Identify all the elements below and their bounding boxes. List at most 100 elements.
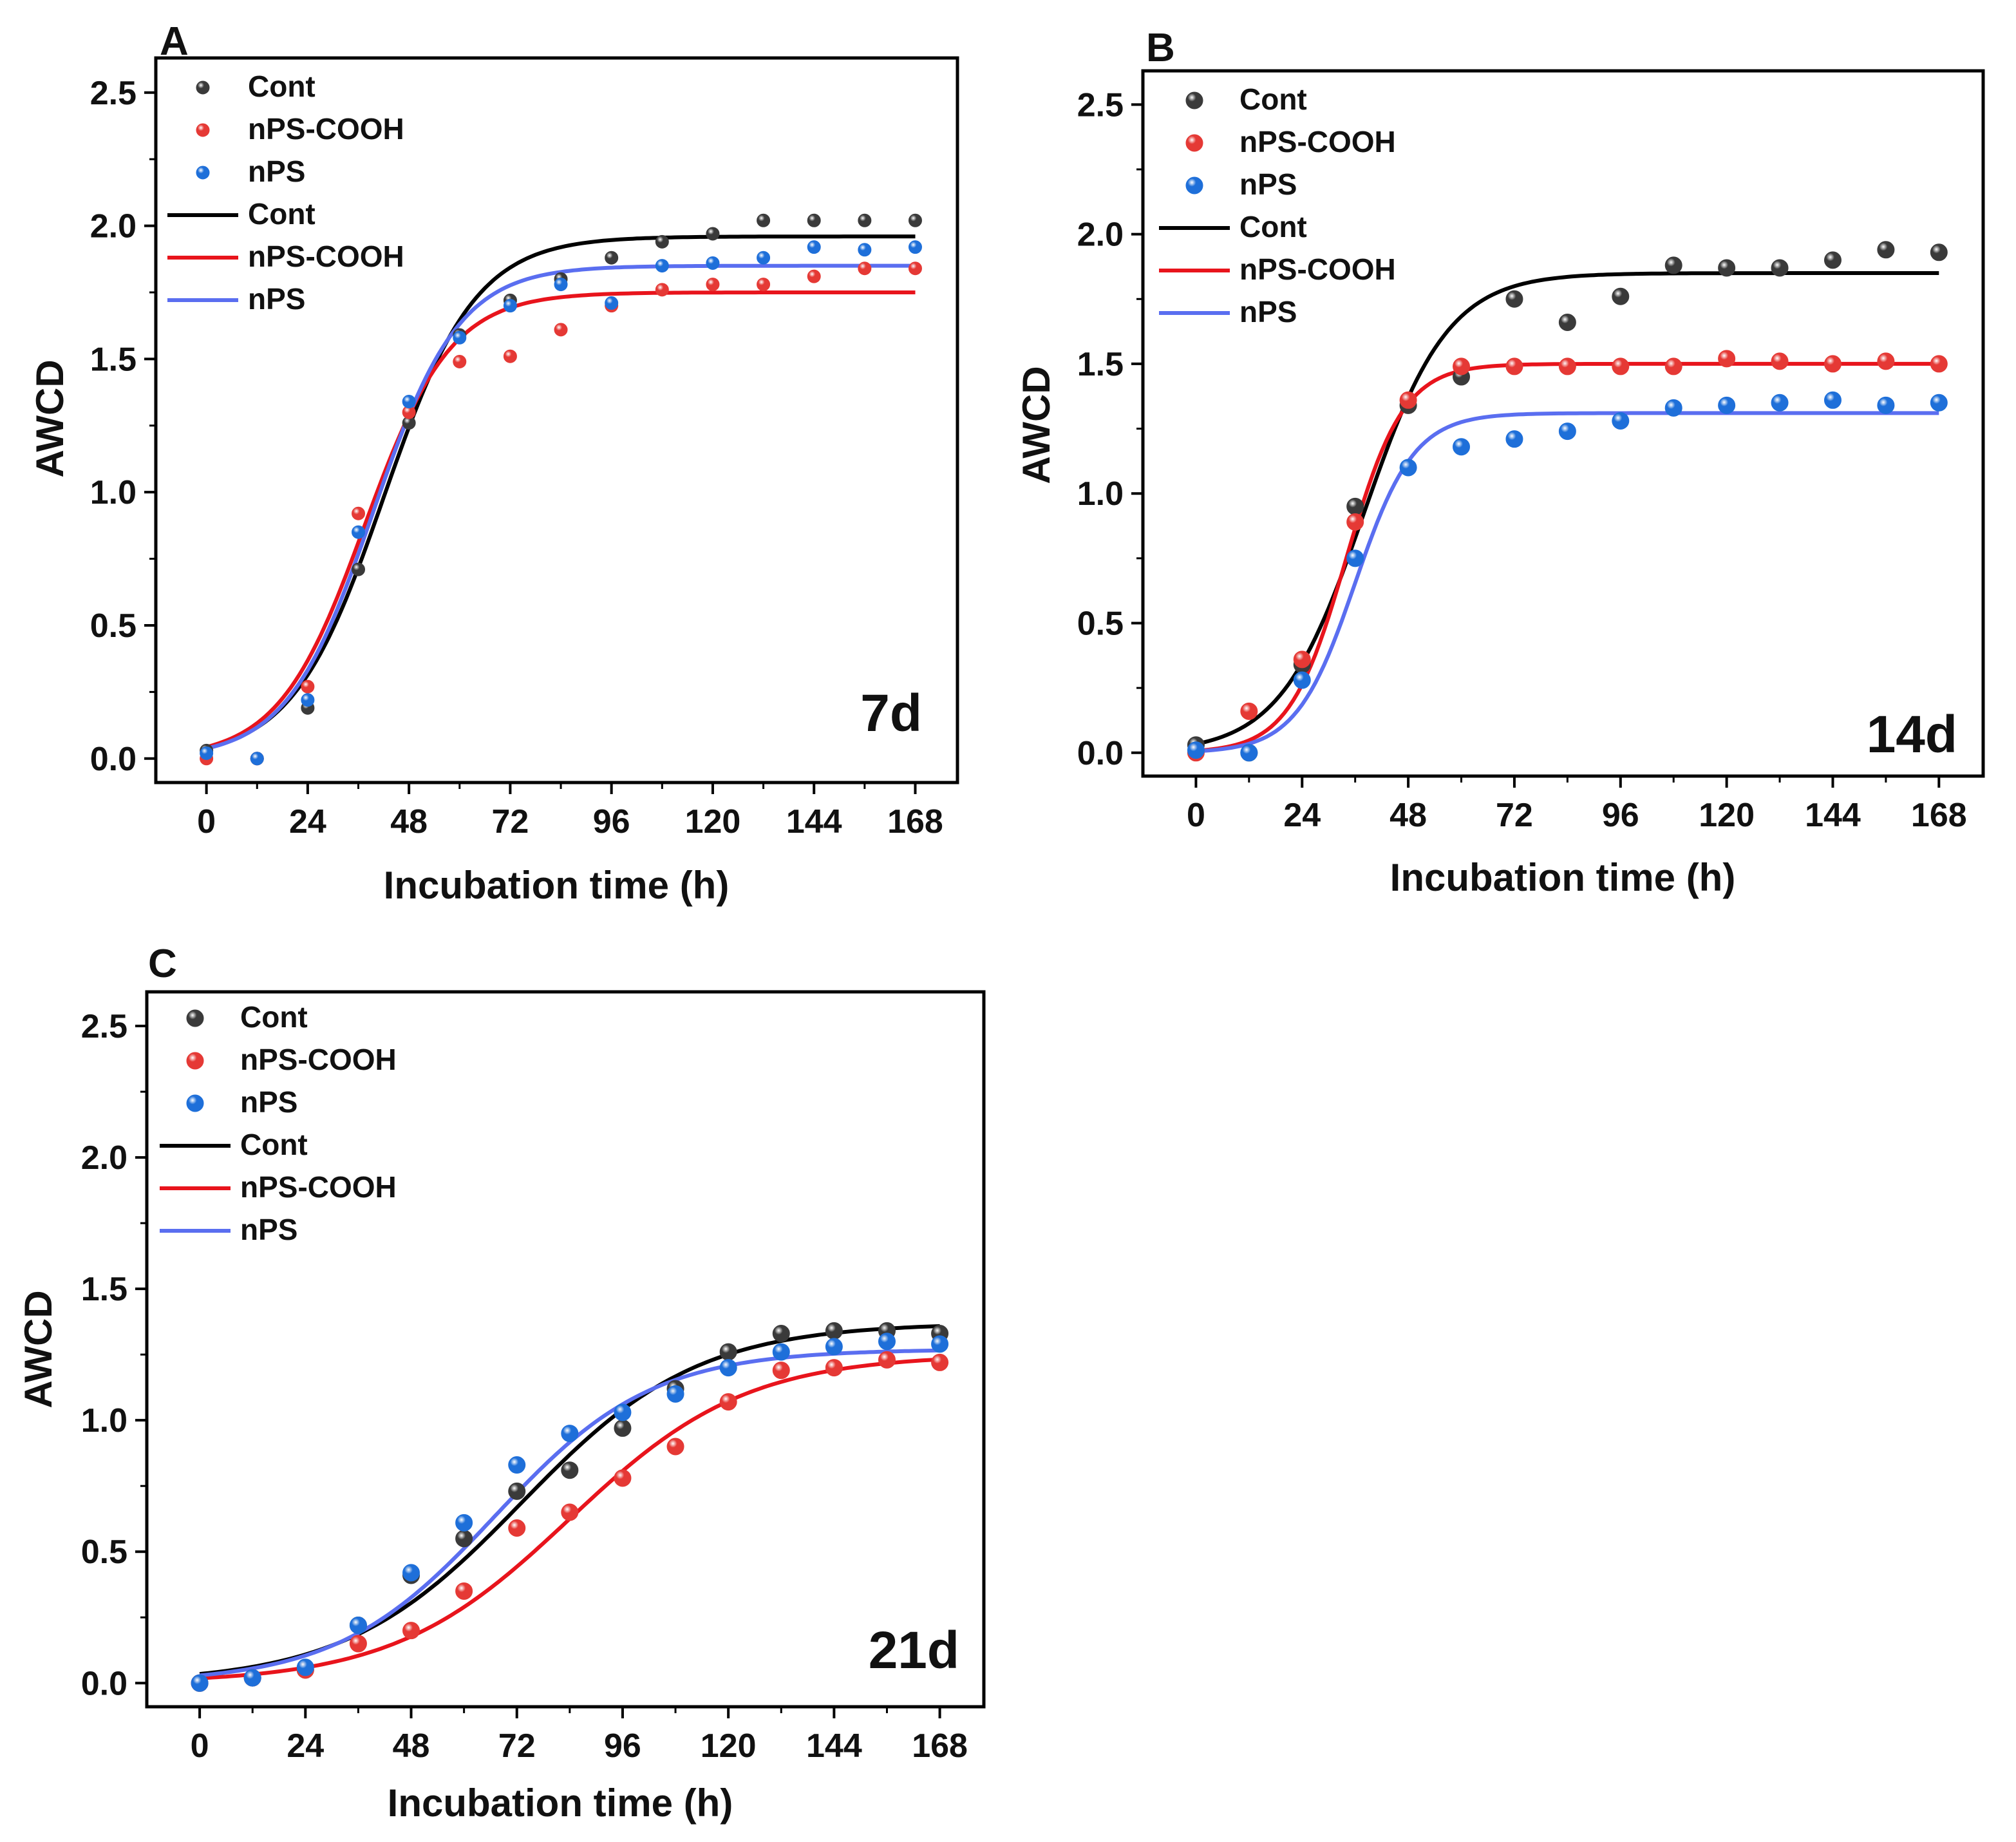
- x-tick-label: 144: [786, 803, 842, 840]
- x-tick-label: 144: [1805, 797, 1861, 834]
- panel-c: 0 24 48 72 96 120 144 168 0.0 0.5 1.0 1.5 2.0 2.5 Incu…: [17, 942, 986, 1825]
- data-point-s2-1: [243, 1669, 261, 1687]
- data-point-s1-10: [706, 278, 720, 292]
- data-point-s0-13: [1877, 241, 1895, 259]
- legend-marker: [196, 166, 210, 180]
- data-point-s1-12: [825, 1359, 843, 1377]
- data-point-s2-10: [706, 256, 720, 270]
- legend: Cont nPS-COOH nPS Cont nPS-COOH nPS: [1159, 82, 1396, 328]
- y-tick-label: 2.0: [1077, 216, 1124, 254]
- data-point-s1-12: [1823, 355, 1842, 373]
- data-point-s2-4: [1399, 459, 1417, 477]
- fit-line-3: [205, 234, 916, 750]
- legend-label: nPS-COOH: [240, 1043, 397, 1076]
- data-point-s1-6: [1505, 357, 1523, 375]
- panel-letter: A: [160, 19, 189, 64]
- data-point-s1-4: [1399, 391, 1417, 409]
- x-tick-label: 48: [393, 1727, 430, 1765]
- data-point-s0-8: [614, 1419, 632, 1437]
- legend-label: Cont: [240, 1000, 308, 1034]
- data-point-s0-8: [605, 251, 619, 265]
- x-tick-label: 0: [191, 1727, 209, 1765]
- data-point-s1-11: [1771, 352, 1789, 370]
- data-point-s0-7: [1558, 313, 1576, 331]
- data-point-s1-14: [1930, 355, 1948, 373]
- data-point-s1-5: [455, 1582, 473, 1600]
- data-point-s1-13: [858, 261, 872, 276]
- data-point-s2-9: [655, 259, 669, 273]
- fit-line-5: [205, 263, 916, 751]
- legend-marker: [1185, 134, 1203, 152]
- plot-frame: [145, 990, 986, 1709]
- data-point-s2-10: [719, 1359, 737, 1377]
- y-tick-label: 1.5: [1077, 346, 1124, 383]
- data-point-s2-2: [296, 1658, 314, 1676]
- data-point-s0-9: [655, 234, 669, 249]
- data-point-s2-7: [561, 1425, 579, 1443]
- data-point-s2-0: [200, 746, 214, 761]
- x-tick-label: 24: [289, 803, 326, 840]
- y-tick-label: 2.0: [81, 1139, 127, 1177]
- x-tick-label: 48: [1390, 797, 1427, 834]
- fit-line-3: [199, 1324, 940, 1676]
- y-tick-label: 1.5: [90, 341, 137, 378]
- data-point-s2-11: [757, 251, 771, 265]
- y-tick-label: 2.0: [90, 208, 137, 245]
- y-tick-label: 2.5: [1077, 86, 1124, 124]
- legend-label: nPS-COOH: [1239, 125, 1396, 158]
- data-point-s0-11: [1771, 259, 1789, 277]
- x-tick-label: 168: [887, 803, 943, 840]
- panel-a: 0 24 48 72 96 120 144 168 0.0 0.5 1.0 1.5 2.0 2.5 Incu…: [28, 19, 959, 907]
- legend-label: nPS: [248, 155, 305, 188]
- legend-label: nPS-COOH: [240, 1170, 397, 1204]
- data-point-s0-12: [807, 213, 821, 227]
- x-tick-label: 24: [287, 1727, 324, 1765]
- x-tick-label: 0: [197, 803, 216, 840]
- data-point-s2-1: [250, 752, 264, 766]
- data-point-s2-3: [1346, 549, 1364, 567]
- data-point-s1-8: [614, 1469, 632, 1487]
- data-point-s1-13: [1877, 352, 1895, 370]
- x-tick-label: 96: [1602, 797, 1639, 834]
- data-point-s1-5: [453, 355, 467, 369]
- legend-marker: [186, 1094, 204, 1112]
- data-point-s1-8: [1612, 357, 1630, 375]
- x-axis-title: Incubation time (h): [388, 1781, 733, 1825]
- data-point-s1-14: [931, 1353, 949, 1371]
- panel-letter: C: [148, 942, 177, 986]
- plot-frame: [1141, 69, 1985, 778]
- data-point-s0-10: [1718, 259, 1736, 277]
- data-point-s1-6: [508, 1519, 526, 1537]
- data-point-s0-9: [1664, 256, 1682, 274]
- data-point-s1-3: [1346, 513, 1364, 531]
- y-tick-label: 0.5: [1077, 605, 1124, 642]
- x-tick-label: 120: [1699, 797, 1755, 834]
- data-point-s0-6: [1505, 290, 1523, 308]
- y-axis-title: AWCD: [1015, 366, 1058, 484]
- data-point-s1-11: [757, 278, 771, 292]
- data-point-s2-10: [1718, 396, 1736, 414]
- legend-label: Cont: [240, 1128, 308, 1161]
- data-point-s2-6: [503, 299, 517, 313]
- legend: Cont nPS-COOH nPS Cont nPS-COOH nPS: [160, 1000, 397, 1246]
- x-tick-label: 96: [593, 803, 630, 840]
- data-point-s2-3: [352, 525, 366, 539]
- data-point-s0-13: [858, 213, 872, 227]
- data-point-s0-11: [772, 1325, 790, 1343]
- data-point-s2-5: [1453, 438, 1471, 456]
- legend-marker: [186, 1052, 204, 1070]
- data-point-s1-7: [1558, 357, 1576, 375]
- data-point-s2-11: [1771, 394, 1789, 412]
- x-tick-label: 120: [701, 1727, 757, 1765]
- day-label: 14d: [1867, 705, 1957, 764]
- plot-area: [200, 213, 922, 766]
- legend-label: nPS-COOH: [248, 112, 404, 146]
- data-point-s1-12: [807, 269, 821, 283]
- data-point-s2-5: [455, 1514, 473, 1532]
- y-tick-label: 0.5: [81, 1533, 127, 1571]
- y-tick-label: 0.5: [90, 607, 137, 645]
- x-tick-label: 168: [912, 1727, 968, 1765]
- data-point-s2-13: [878, 1333, 896, 1351]
- legend-label: Cont: [1239, 82, 1307, 116]
